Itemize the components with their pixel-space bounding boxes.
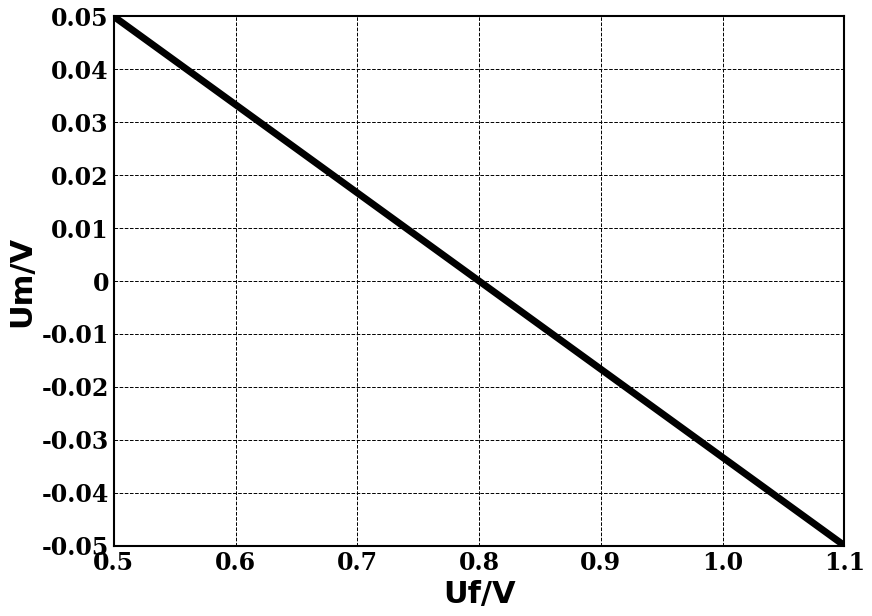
X-axis label: Uf/V: Uf/V <box>443 580 515 609</box>
Y-axis label: Um/V: Um/V <box>7 235 36 326</box>
